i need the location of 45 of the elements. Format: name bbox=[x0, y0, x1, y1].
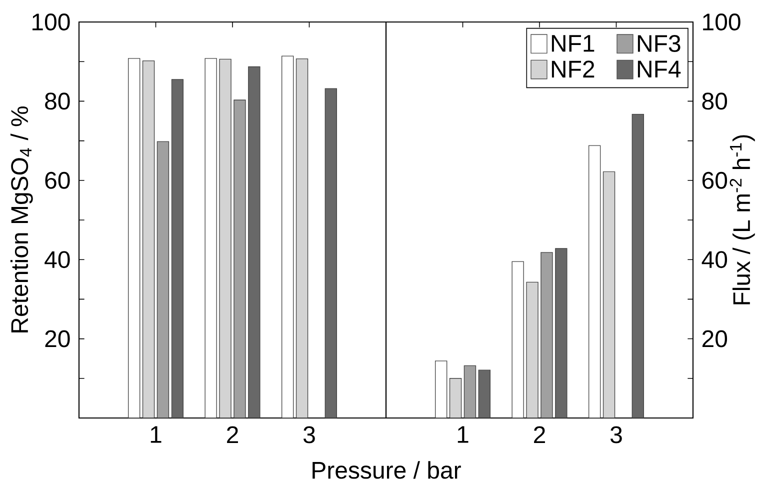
bar bbox=[512, 261, 524, 418]
bar bbox=[171, 79, 184, 418]
legend-label: NF3 bbox=[638, 34, 680, 52]
bar bbox=[281, 56, 294, 418]
bar bbox=[602, 171, 616, 418]
bar bbox=[526, 282, 538, 418]
bar bbox=[449, 378, 462, 418]
bar bbox=[478, 370, 491, 418]
bar bbox=[632, 114, 644, 418]
x-tick-label: 1 bbox=[458, 426, 468, 443]
bar bbox=[204, 58, 217, 418]
bar bbox=[324, 88, 338, 418]
y-tick-label: 100 bbox=[32, 13, 70, 30]
legend-label: NF4 bbox=[638, 60, 681, 78]
x-axis-title: Pressure / bar bbox=[312, 461, 461, 479]
y-tick-label: 40 bbox=[702, 251, 728, 268]
bar bbox=[555, 248, 568, 418]
x-tick-label: 3 bbox=[610, 426, 622, 444]
bar bbox=[248, 66, 260, 418]
y-tick-label: 80 bbox=[45, 92, 70, 110]
legend-label: NF1 bbox=[552, 35, 594, 52]
bar bbox=[156, 141, 170, 418]
y-axis-title: Flux / (L m$^{-2}$ h$^{-1}$) bbox=[730, 135, 755, 304]
y-tick-label: 80 bbox=[702, 92, 728, 110]
bar bbox=[434, 360, 448, 418]
y-tick-label: 20 bbox=[45, 330, 70, 348]
bar bbox=[234, 100, 246, 418]
bar bbox=[588, 145, 601, 418]
x-tick-label: 1 bbox=[150, 426, 162, 443]
x-tick-label: 2 bbox=[227, 426, 238, 444]
bar bbox=[464, 365, 476, 418]
y-tick-label: 60 bbox=[702, 172, 728, 189]
y-axis-title: Retention MgSO$_{4}$ / % bbox=[10, 106, 33, 332]
y-tick-label: 100 bbox=[703, 13, 740, 30]
bar bbox=[219, 58, 232, 418]
bar bbox=[142, 60, 155, 418]
bar bbox=[128, 58, 140, 418]
x-tick-label: 3 bbox=[304, 426, 315, 444]
bar bbox=[540, 252, 553, 418]
bar bbox=[296, 58, 308, 418]
y-tick-label: 20 bbox=[702, 330, 728, 348]
y-tick-label: 60 bbox=[45, 172, 70, 189]
y-tick-label: 40 bbox=[44, 251, 70, 268]
legend-label: NF2 bbox=[552, 60, 594, 78]
x-tick-label: 2 bbox=[534, 426, 545, 444]
